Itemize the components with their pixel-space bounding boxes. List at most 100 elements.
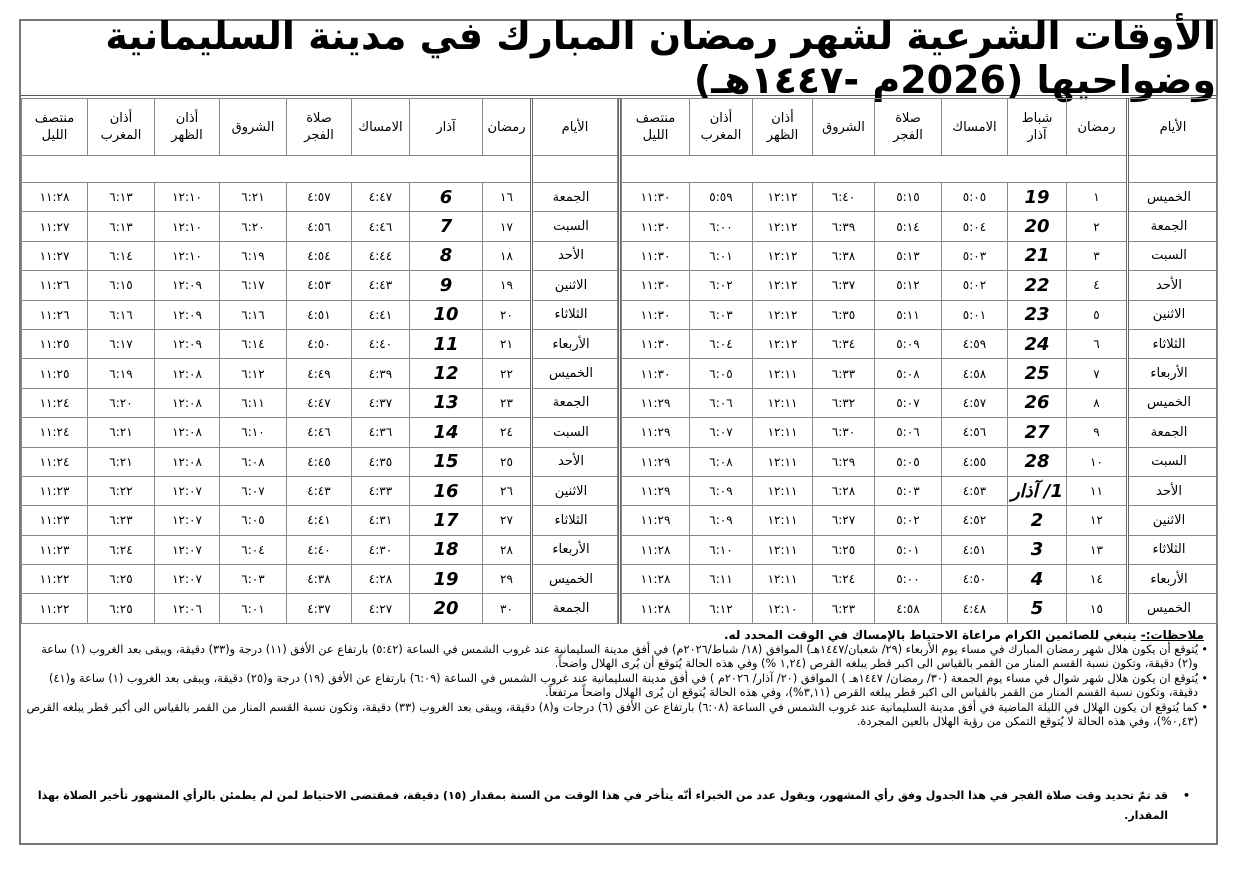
sunrise-time: ٦:٢٩ xyxy=(812,446,875,477)
fajr-note: قد تمّ تحديد وقت صلاة الفجر في هذا الجدو… xyxy=(30,786,1190,826)
maghrib-time: ٦:١٥ xyxy=(87,270,155,301)
sunrise-time: ٦:٠١ xyxy=(219,593,287,624)
maghrib-time: ٦:٠٧ xyxy=(689,417,753,448)
fajr-time: ٤:٥٦ xyxy=(286,211,352,242)
imsak-time: ٤:٤٤ xyxy=(351,240,410,272)
notes-section: ملاحظات:- ينبغي للصائمين الكرام مراعاة ا… xyxy=(24,628,1216,730)
fajr-time: ٤:٥٨ xyxy=(874,593,942,624)
notes-list: يُتوقع أن يكون هلال شهر رمضان المبارك في… xyxy=(24,643,1216,730)
ramadan-day: ٢٠ xyxy=(482,299,532,330)
sunrise-time: ٦:٢٠ xyxy=(219,211,287,242)
table-row: الأربعاء ١٤ 4 ٤:٥٠ ٥:٠٠ ٦:٢٤ ١٢:١١ ٦:١١ ١١:٢٨ xyxy=(621,564,1218,595)
ramadan-day: ٢ xyxy=(1066,211,1128,242)
fajr-time: ٤:٥٠ xyxy=(286,328,352,360)
table-row: السبت ٢٤ 14 ٤:٣٦ ٤:٤٦ ٦:١٠ ١٢:٠٨ ٦:٢١ ١١:٢٤ xyxy=(21,417,618,448)
table-row: الثلاثاء ٦ 24 ٤:٥٩ ٥:٠٩ ٦:٣٤ ١٢:١٢ ٦:٠٤ ١١:٣٠ xyxy=(621,328,1218,360)
midnight-time: ١١:٢٣ xyxy=(21,534,88,566)
dhuhr-time: ١٢:١١ xyxy=(752,358,813,389)
ramadan-day: ١ xyxy=(1066,181,1128,213)
fajr-time: ٤:٤٣ xyxy=(286,475,352,507)
maghrib-time: ٦:٢١ xyxy=(87,417,155,448)
imsak-time: ٤:٣٩ xyxy=(351,358,410,389)
gregorian-date: 20 xyxy=(1007,211,1067,242)
fajr-time: ٤:٤٧ xyxy=(286,387,352,419)
imsak-time: ٤:٣١ xyxy=(351,505,410,536)
sunrise-time: ٦:١٢ xyxy=(219,358,287,389)
dhuhr-time: ١٢:٠٨ xyxy=(154,446,220,477)
day: الثلاثاء xyxy=(530,505,618,536)
day: الأحد xyxy=(1126,270,1218,301)
gregorian-date: 4 xyxy=(1007,564,1067,595)
dhuhr-time: ١٢:١٢ xyxy=(752,240,813,272)
column-header: أذان المغرب xyxy=(87,98,155,156)
sunrise-time: ٦:٢٣ xyxy=(812,593,875,624)
imsak-time: ٤:٥٧ xyxy=(941,387,1008,419)
table-row: الجمعة ١٦ 6 ٤:٤٧ ٤:٥٧ ٦:٢١ ١٢:١٠ ٦:١٣ ١١:٢٨ xyxy=(21,181,618,213)
fajr-time: ٤:٥٧ xyxy=(286,181,352,213)
ramadan-day: ٧ xyxy=(1066,358,1128,389)
column-header: الأيام xyxy=(1126,98,1218,156)
table-row: الجمعة ٩ 27 ٤:٥٦ ٥:٠٦ ٦:٣٠ ١٢:١١ ٦:٠٧ ١١:٢٩ xyxy=(621,417,1218,448)
day: الثلاثاء xyxy=(1126,534,1218,566)
midnight-time: ١١:٣٠ xyxy=(621,270,690,301)
fajr-time: ٥:٠٠ xyxy=(874,564,942,595)
imsak-time: ٤:٤١ xyxy=(351,299,410,330)
dhuhr-time: ١٢:١٢ xyxy=(752,211,813,242)
gregorian-date: 20 xyxy=(409,593,483,624)
imsak-time: ٤:٢٧ xyxy=(351,593,410,624)
dhuhr-time: ١٢:٠٧ xyxy=(154,534,220,566)
table-divider xyxy=(618,98,621,624)
fajr-time: ٤:٣٨ xyxy=(286,564,352,595)
header-row: الأيام رمضان شباط آذار الامساك صلاة الفجر الش… xyxy=(621,98,1218,156)
column-header: الامساك xyxy=(941,98,1008,156)
maghrib-time: ٦:٠٩ xyxy=(689,475,753,507)
maghrib-time: ٦:٠٨ xyxy=(689,446,753,477)
day: الخميس xyxy=(530,564,618,595)
dhuhr-time: ١٢:٠٧ xyxy=(154,475,220,507)
midnight-time: ١١:٢٩ xyxy=(621,446,690,477)
ramadan-day: ٢٥ xyxy=(482,446,532,477)
day: الجمعة xyxy=(530,593,618,624)
day: الاثنين xyxy=(1126,505,1218,536)
midnight-time: ١١:٢٣ xyxy=(21,475,88,507)
midnight-time: ١١:٣٠ xyxy=(621,211,690,242)
dhuhr-time: ١٢:١١ xyxy=(752,387,813,419)
dhuhr-time: ١٢:١٠ xyxy=(752,593,813,624)
fajr-time: ٥:٠٨ xyxy=(874,358,942,389)
dhuhr-time: ١٢:١٢ xyxy=(752,181,813,213)
ramadan-day: ١١ xyxy=(1066,475,1128,507)
ramadan-day: ٢٦ xyxy=(482,475,532,507)
maghrib-time: ٦:٠٢ xyxy=(689,270,753,301)
maghrib-time: ٦:١٢ xyxy=(689,593,753,624)
sunrise-time: ٦:٢٤ xyxy=(812,564,875,595)
midnight-time: ١١:٢٨ xyxy=(21,181,88,213)
gregorian-date: 2 xyxy=(1007,505,1067,536)
gregorian-date: 23 xyxy=(1007,299,1067,330)
ramadan-day: ٢٨ xyxy=(482,534,532,566)
midnight-time: ١١:٢٥ xyxy=(21,358,88,389)
maghrib-time: ٦:٢٥ xyxy=(87,593,155,624)
ramadan-day: ٢٣ xyxy=(482,387,532,419)
midnight-time: ١١:٣٠ xyxy=(621,240,690,272)
day: الاثنين xyxy=(530,475,618,507)
day: الأربعاء xyxy=(530,534,618,566)
notes-label: ملاحظات:- xyxy=(1140,628,1204,642)
spacer-row xyxy=(621,155,1218,183)
sunrise-time: ٦:٣٩ xyxy=(812,211,875,242)
column-header: الأيام xyxy=(530,98,618,156)
imsak-time: ٤:٣٥ xyxy=(351,446,410,477)
day: الأربعاء xyxy=(1126,564,1218,595)
day: الأربعاء xyxy=(530,328,618,360)
sunrise-time: ٦:٢٨ xyxy=(812,475,875,507)
midnight-time: ١١:٢٧ xyxy=(21,211,88,242)
gregorian-date: 5 xyxy=(1007,593,1067,624)
ramadan-day: ٩ xyxy=(1066,417,1128,448)
dhuhr-time: ١٢:١٠ xyxy=(154,240,220,272)
table-row: الخميس ١٥ 5 ٤:٤٨ ٤:٥٨ ٦:٢٣ ١٢:١٠ ٦:١٢ ١١:٢٨ xyxy=(621,593,1218,624)
imsak-time: ٤:٣٠ xyxy=(351,534,410,566)
sunrise-time: ٦:١٧ xyxy=(219,270,287,301)
maghrib-time: ٦:١٠ xyxy=(689,534,753,566)
ramadan-day: ١٣ xyxy=(1066,534,1128,566)
midnight-time: ١١:٢٩ xyxy=(621,505,690,536)
dhuhr-time: ١٢:٠٧ xyxy=(154,564,220,595)
